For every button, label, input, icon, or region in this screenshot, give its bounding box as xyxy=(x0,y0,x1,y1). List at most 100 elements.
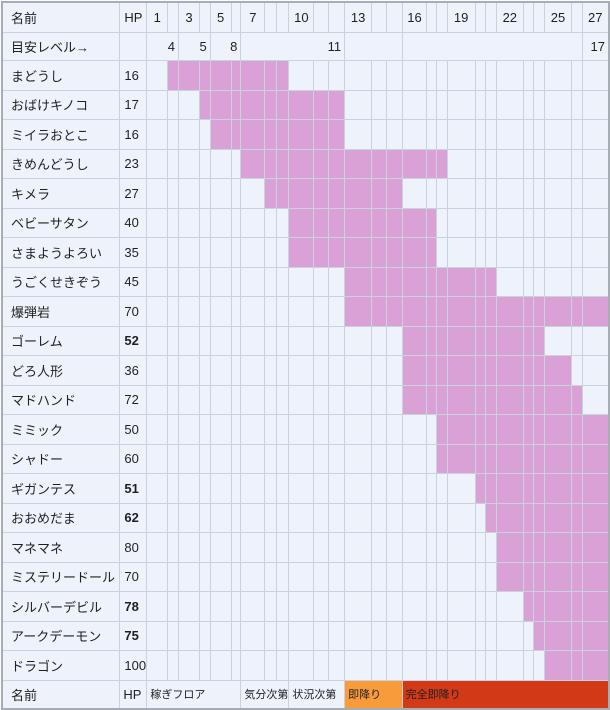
level-guide-label: 目安レベル→ xyxy=(1,32,121,61)
floor-cell xyxy=(570,591,583,622)
floor-cell xyxy=(328,443,346,474)
floor-column-header-13: 13 xyxy=(344,1,372,33)
floor-cell xyxy=(544,561,572,592)
floor-cell xyxy=(371,237,387,268)
footer-row: 名前 HP 稼ぎフロア 気分次第 状況次第 即降り 完全即降り xyxy=(1,679,610,709)
floor-cell xyxy=(146,148,169,179)
floor-cell xyxy=(230,384,242,415)
floor-cell xyxy=(485,414,497,445)
floor-cell xyxy=(198,119,211,150)
floor-cell xyxy=(485,650,497,681)
floor-cell xyxy=(570,443,583,474)
floor-cell xyxy=(371,532,387,563)
footer-legend-3: 状況次第 xyxy=(288,679,346,709)
floor-cell xyxy=(426,89,438,120)
floor-cell xyxy=(581,650,610,681)
floor-cell xyxy=(401,266,428,297)
floor-cell xyxy=(275,355,290,386)
floor-cell xyxy=(436,296,448,327)
floor-cell xyxy=(146,89,169,120)
floor-cell xyxy=(146,591,169,622)
floor-cell xyxy=(485,384,497,415)
floor-cell xyxy=(328,650,346,681)
monster-name: ベビーサタン xyxy=(1,207,121,238)
floor-cell xyxy=(344,532,372,563)
floor-cell xyxy=(230,443,242,474)
floor-cell xyxy=(146,502,169,533)
footer-legend-1: 稼ぎフロア xyxy=(146,679,242,709)
floor-column-header-10: 10 xyxy=(288,1,315,33)
floor-cell xyxy=(401,502,428,533)
floor-cell xyxy=(230,60,242,91)
floor-cell xyxy=(288,532,315,563)
floor-cell xyxy=(198,443,211,474)
floor-cell xyxy=(275,207,290,238)
floor-cell xyxy=(533,473,546,504)
floor-cell xyxy=(344,178,372,209)
floor-cell xyxy=(344,650,372,681)
floor-cell xyxy=(146,384,169,415)
monster-name: おばけキノコ xyxy=(1,89,121,120)
floor-cell xyxy=(288,414,315,445)
floor-cell xyxy=(436,473,448,504)
monster-row: ベビーサタン 40 xyxy=(1,207,610,238)
floor-cell xyxy=(371,473,387,504)
floor-cell xyxy=(474,620,487,651)
monster-hp: 60 xyxy=(119,443,148,474)
floor-cell xyxy=(198,532,211,563)
floor-cell xyxy=(533,89,546,120)
floor-cell xyxy=(230,207,242,238)
floor-cell xyxy=(495,325,524,356)
floor-cell xyxy=(146,237,169,268)
floor-cell xyxy=(371,561,387,592)
floor-cell xyxy=(344,89,372,120)
floor-cell xyxy=(209,414,232,445)
floor-cell xyxy=(544,355,572,386)
floor-cell xyxy=(198,620,211,651)
floor-cell xyxy=(198,473,211,504)
floor-cell xyxy=(495,473,524,504)
floor-cell xyxy=(533,591,546,622)
floor-cell xyxy=(313,148,330,179)
floor-cell xyxy=(178,384,200,415)
floor-cell xyxy=(178,502,200,533)
footer-legend-5: 完全即降り xyxy=(401,679,610,709)
floor-cell xyxy=(495,620,524,651)
floor-cell xyxy=(240,384,266,415)
floor-cell xyxy=(275,443,290,474)
monster-hp: 36 xyxy=(119,355,148,386)
floor-cell xyxy=(178,650,200,681)
floor-column-header-3: 3 xyxy=(178,1,200,33)
floor-cell xyxy=(474,650,487,681)
floor-cell xyxy=(167,266,180,297)
floor-cell xyxy=(264,414,277,445)
floor-cell xyxy=(240,266,266,297)
floor-cell xyxy=(371,266,387,297)
monster-hp: 72 xyxy=(119,384,148,415)
floor-cell xyxy=(371,591,387,622)
floor-cell xyxy=(328,473,346,504)
floor-cell xyxy=(522,414,535,445)
floor-cell xyxy=(371,325,387,356)
floor-cell xyxy=(446,178,476,209)
floor-cell xyxy=(313,502,330,533)
monster-hp: 70 xyxy=(119,561,148,592)
monster-row: マネマネ 80 xyxy=(1,532,610,563)
floor-cell xyxy=(240,650,266,681)
monster-row: ミミック 50 xyxy=(1,414,610,445)
floor-cell xyxy=(209,532,232,563)
floor-cell xyxy=(146,561,169,592)
floor-cell xyxy=(446,443,476,474)
floor-cell xyxy=(240,443,266,474)
floor-cell xyxy=(401,532,428,563)
floor-column-header-20 xyxy=(474,1,487,33)
floor-cell xyxy=(426,325,438,356)
floor-cell xyxy=(288,561,315,592)
footer-legend-4: 即降り xyxy=(344,679,403,709)
floor-cell xyxy=(474,443,487,474)
floor-cell xyxy=(544,384,572,415)
floor-cell xyxy=(533,650,546,681)
floor-cell xyxy=(198,650,211,681)
floor-cell xyxy=(485,355,497,386)
floor-cell xyxy=(209,237,232,268)
